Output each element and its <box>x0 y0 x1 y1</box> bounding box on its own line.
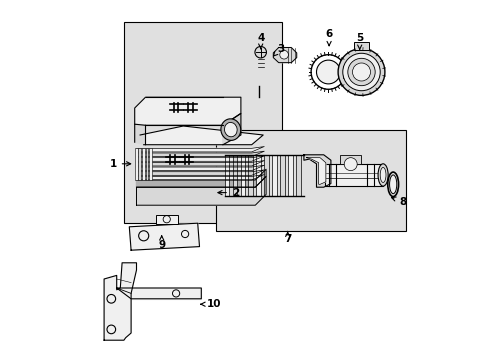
Text: 7: 7 <box>284 231 291 244</box>
Bar <box>256 155 261 196</box>
Polygon shape <box>136 170 264 175</box>
Polygon shape <box>129 223 199 250</box>
Ellipse shape <box>380 167 385 183</box>
Ellipse shape <box>377 164 387 186</box>
Bar <box>280 155 284 196</box>
Bar <box>353 42 368 50</box>
Polygon shape <box>303 155 330 187</box>
Polygon shape <box>136 169 265 187</box>
Bar <box>240 155 244 196</box>
Polygon shape <box>104 263 136 340</box>
Text: 3: 3 <box>273 44 284 56</box>
Circle shape <box>347 58 374 86</box>
Text: 5: 5 <box>355 33 363 49</box>
Polygon shape <box>136 175 264 180</box>
Circle shape <box>342 53 380 91</box>
Ellipse shape <box>224 122 237 137</box>
Bar <box>232 155 237 196</box>
Bar <box>134 148 137 180</box>
Bar <box>272 155 276 196</box>
Bar <box>295 155 300 196</box>
Polygon shape <box>136 165 264 171</box>
Circle shape <box>254 46 266 58</box>
Polygon shape <box>273 48 296 63</box>
Circle shape <box>344 158 356 171</box>
Text: 10: 10 <box>201 299 221 309</box>
Text: 8: 8 <box>391 197 406 207</box>
Bar <box>248 155 253 196</box>
Bar <box>287 155 292 196</box>
Bar <box>325 164 382 186</box>
Text: 6: 6 <box>325 29 332 46</box>
Bar <box>264 155 268 196</box>
Circle shape <box>352 63 370 81</box>
Polygon shape <box>140 126 263 145</box>
Bar <box>224 155 229 196</box>
Ellipse shape <box>389 175 396 194</box>
Polygon shape <box>136 156 264 161</box>
Polygon shape <box>136 147 264 152</box>
Bar <box>339 155 361 164</box>
Text: 4: 4 <box>257 33 264 49</box>
Text: 2: 2 <box>218 188 239 198</box>
Polygon shape <box>306 158 325 184</box>
Circle shape <box>316 60 340 84</box>
Circle shape <box>279 50 288 59</box>
Bar <box>215 130 406 231</box>
Polygon shape <box>223 113 241 145</box>
Bar <box>138 148 141 180</box>
Bar <box>142 148 144 180</box>
Circle shape <box>337 49 384 95</box>
Bar <box>343 66 352 78</box>
Text: 9: 9 <box>158 236 165 250</box>
Text: 1: 1 <box>109 159 130 169</box>
Bar <box>156 215 178 224</box>
Polygon shape <box>117 288 201 299</box>
Bar <box>149 148 152 180</box>
Bar <box>123 22 282 223</box>
Polygon shape <box>136 161 264 166</box>
Bar <box>145 148 148 180</box>
Ellipse shape <box>221 119 240 140</box>
Polygon shape <box>134 97 241 125</box>
Polygon shape <box>134 124 145 145</box>
Polygon shape <box>136 151 264 157</box>
Polygon shape <box>136 176 265 205</box>
